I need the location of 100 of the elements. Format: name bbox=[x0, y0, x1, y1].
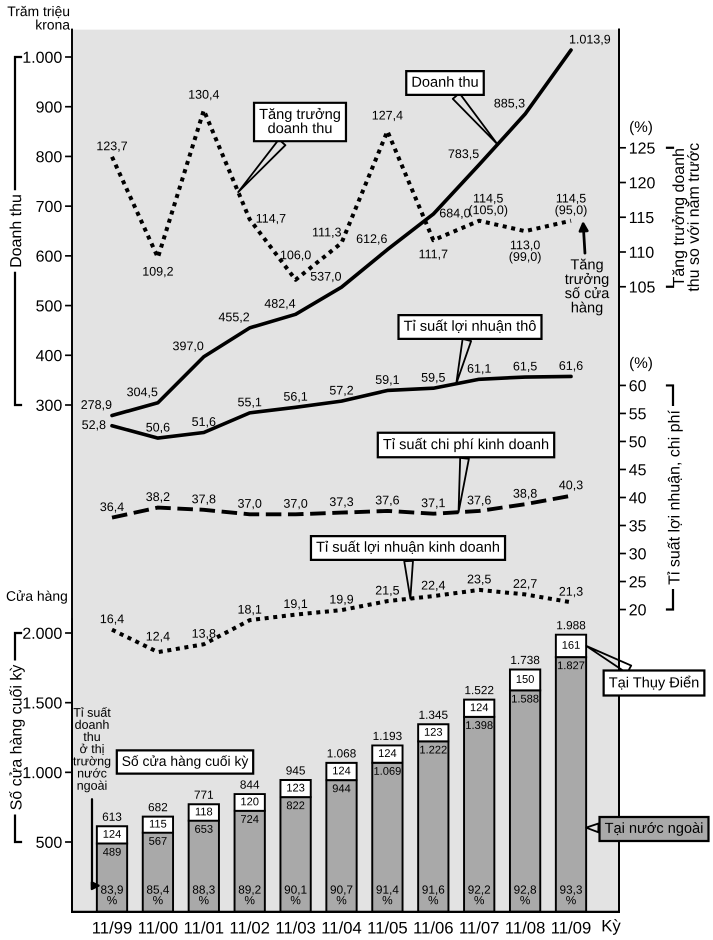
annotation: 93,3 % bbox=[560, 885, 582, 904]
annotation: Số cửa hàng cuối kỳ bbox=[122, 755, 248, 769]
data-label: 111,7 bbox=[420, 250, 448, 260]
x-tick-label: 11/08 bbox=[506, 921, 545, 934]
y3-tick-label: 60 bbox=[630, 380, 646, 392]
x-tick-label: 11/04 bbox=[322, 921, 362, 934]
x-tick-label: 11/00 bbox=[138, 921, 178, 934]
data-label: 1.398 bbox=[466, 721, 493, 730]
data-label: 36,4 bbox=[100, 502, 124, 513]
data-label: 19,9 bbox=[330, 594, 354, 606]
data-label: 37,1 bbox=[422, 498, 445, 509]
data-label: 37,0 bbox=[284, 498, 308, 510]
y2-axis-title: Tăng trưởng doanh thu so với năm trước bbox=[672, 143, 699, 292]
y2-tick-label: 105 bbox=[630, 281, 655, 293]
y-tick-label: 900 bbox=[36, 101, 62, 113]
y-tick-label: 500 bbox=[36, 300, 62, 312]
data-label: 130,4 bbox=[189, 90, 220, 100]
total-label: 1.193 bbox=[374, 732, 402, 740]
y3-axis-title: Tỉ suất lợi nhuận, chi phí bbox=[667, 410, 683, 584]
data-label: 822 bbox=[286, 801, 304, 810]
total-label: 1.345 bbox=[419, 710, 448, 719]
data-label: 127,4 bbox=[372, 110, 403, 122]
y-axis-title: Số cửa hàng cuối kỳ bbox=[9, 664, 25, 810]
data-label: 111,3 bbox=[313, 228, 341, 238]
y-axis-title: Doanh thu bbox=[10, 195, 22, 267]
data-label: 1.013,9 bbox=[570, 34, 610, 46]
data-label: 23,5 bbox=[468, 574, 491, 585]
data-label: 724 bbox=[241, 815, 259, 823]
data-label: 397,0 bbox=[173, 341, 204, 352]
data-label: 114,5 (105,0) bbox=[469, 194, 508, 217]
x-axis-title: Kỳ bbox=[602, 919, 621, 935]
data-label: 537,0 bbox=[310, 272, 342, 282]
annotation: Tỉ suất doanh thu ở thị trường nước ngoài bbox=[73, 707, 111, 792]
data-label: 37,3 bbox=[330, 497, 354, 508]
data-label: 37,8 bbox=[192, 494, 216, 505]
data-label: 115 bbox=[150, 820, 166, 828]
data-label: 40,3 bbox=[559, 480, 583, 491]
data-label: 124 bbox=[104, 830, 121, 838]
total-label: 1.522 bbox=[465, 686, 494, 694]
data-label: 38,2 bbox=[146, 492, 170, 503]
y3-tick-label: 30 bbox=[629, 548, 646, 560]
data-label: 612,6 bbox=[356, 234, 387, 245]
y-tick-label: 1.000 bbox=[24, 766, 62, 778]
data-label: 19,1 bbox=[284, 599, 308, 610]
total-label: 613 bbox=[102, 812, 122, 821]
data-label: 109,2 bbox=[143, 266, 173, 278]
annotation: 83,9 % bbox=[101, 885, 123, 904]
y-tick-label: 800 bbox=[36, 151, 62, 162]
text: (%) bbox=[630, 356, 652, 372]
annotation: 89,2 % bbox=[238, 885, 261, 904]
annotation: 91,6 % bbox=[422, 885, 444, 904]
data-label: 150 bbox=[516, 675, 534, 683]
data-label: 161 bbox=[562, 641, 580, 649]
data-label: 123 bbox=[424, 728, 442, 736]
x-tick-label: 11/05 bbox=[368, 921, 407, 934]
x-tick-label: 11/02 bbox=[230, 921, 270, 934]
total-label: 844 bbox=[240, 780, 260, 789]
y2-tick-label: 120 bbox=[630, 177, 655, 188]
y-tick-label: 1.500 bbox=[24, 697, 62, 709]
y3-tick-label: 50 bbox=[629, 436, 646, 448]
text: Trăm triệu krona bbox=[8, 6, 70, 30]
data-label: 684,0 bbox=[440, 208, 470, 219]
annotation: 90,7 % bbox=[330, 885, 352, 904]
y-tick-label: 300 bbox=[36, 400, 62, 411]
y-tick-label: 600 bbox=[36, 250, 62, 262]
annotation: 91,4 % bbox=[376, 885, 399, 904]
data-label: 114,7 bbox=[256, 214, 286, 224]
data-label: 21,3 bbox=[559, 586, 583, 598]
text: Doanh thu bbox=[412, 76, 478, 87]
data-label: 113,0 (99,0) bbox=[510, 240, 541, 264]
x-tick-label: 11/06 bbox=[414, 921, 453, 934]
data-label: 51,6 bbox=[192, 417, 216, 428]
y3-tick-label: 20 bbox=[630, 604, 646, 616]
y-tick-label: 1.000 bbox=[24, 52, 62, 63]
x-tick-label: 11/01 bbox=[184, 921, 224, 934]
data-label: 567 bbox=[149, 836, 167, 845]
data-label: 123,7 bbox=[97, 141, 128, 152]
data-label: 37,0 bbox=[238, 498, 262, 510]
data-label: 22,4 bbox=[422, 580, 446, 592]
y3-tick-label: 45 bbox=[629, 464, 646, 476]
data-label: 37,6 bbox=[376, 496, 400, 506]
y-tick-label: 700 bbox=[36, 200, 62, 212]
text: Cửa hàng bbox=[6, 590, 67, 604]
total-label: 1.738 bbox=[511, 656, 540, 664]
y3-tick-label: 25 bbox=[630, 576, 646, 588]
text: Tỉ suất chi phí kinh doanh bbox=[383, 438, 548, 452]
data-label: 13,8 bbox=[192, 628, 216, 640]
data-label: 59,1 bbox=[376, 375, 399, 386]
data-label: 278,9 bbox=[81, 400, 112, 410]
data-label: 1.069 bbox=[374, 767, 401, 775]
data-label: 52,8 bbox=[82, 420, 106, 431]
x-tick-label: 11/99 bbox=[93, 921, 132, 934]
y3-tick-label: 35 bbox=[629, 520, 646, 532]
y-tick-label: 500 bbox=[36, 836, 62, 848]
data-label: 16,4 bbox=[100, 614, 124, 625]
annotation: 85,4 % bbox=[146, 885, 170, 904]
data-label: 118 bbox=[196, 808, 212, 816]
data-label: 61,1 bbox=[468, 364, 491, 374]
x-tick-label: 11/09 bbox=[552, 921, 590, 934]
data-label: 124 bbox=[470, 703, 488, 712]
